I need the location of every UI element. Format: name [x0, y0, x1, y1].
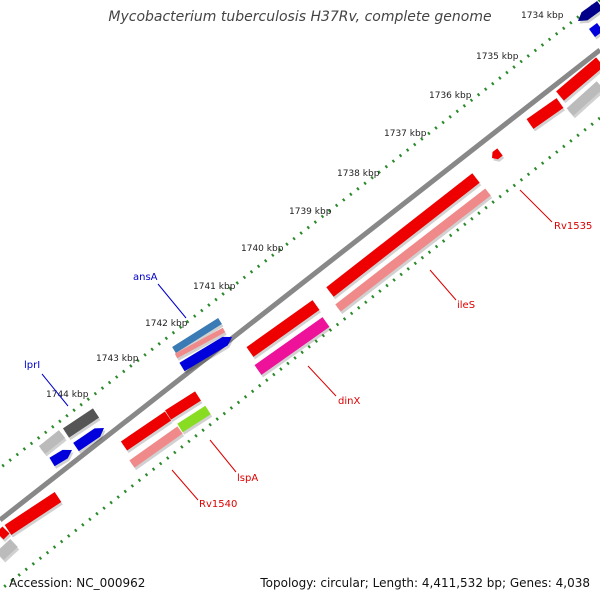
gene-red-bottom [4, 491, 62, 536]
tick-label: 1743 kbp [96, 354, 139, 364]
gene-red-1736 [526, 98, 564, 129]
gene-label-leader [307, 365, 337, 397]
gene-label-lpri: lprI [24, 360, 40, 371]
genome-summary-text: Topology: circular; Length: 4,411,532 bp… [260, 576, 590, 590]
gene-ansa-pink [174, 327, 226, 359]
tick-label: 1742 kbp [145, 319, 188, 329]
gene-label-leader [429, 269, 457, 301]
gene-red-lspa [165, 391, 201, 420]
genome-backbone [0, 48, 600, 522]
accession-text: Accession: NC_000962 [9, 576, 146, 590]
gene-red-1734 [556, 57, 600, 101]
gene-navy-top [578, 0, 600, 21]
gene-label-iles: ileS [457, 300, 475, 311]
gene-iles-pink [335, 188, 491, 312]
gene-red-mid [246, 300, 320, 357]
tick-label: 1740 kbp [241, 244, 284, 254]
tick-label: 1744 kbp [46, 390, 89, 400]
tick-label: 1738 kbp [337, 169, 380, 179]
gene-red-rv1540 [120, 411, 172, 451]
gene-dinx [254, 317, 330, 375]
gene-label-rv1535: Rv1535 [554, 221, 592, 232]
gene-blue-top [589, 23, 600, 37]
gene-gray-1734 [566, 81, 600, 116]
tick-label: 1735 kbp [476, 52, 519, 62]
gene-label-leader [157, 283, 187, 319]
genome-title: Mycobacterium tuberculosis H37Rv, comple… [108, 9, 492, 25]
gene-label-leader [41, 373, 69, 407]
gene-label-ansa: ansA [133, 272, 158, 283]
gene-rv1540-pink [129, 426, 183, 468]
tick-label: 1739 kbp [289, 207, 332, 217]
gene-darkgray-1744 [62, 408, 100, 438]
tick-label: 1737 kbp [384, 129, 427, 139]
gene-red-edge [0, 526, 10, 540]
tick-label: 1734 kbp [521, 11, 564, 21]
tick-label: 1741 kbp [193, 282, 236, 292]
gene-labels: Rv1535 ileS dinX lspA Rv1540 ansA lprI [24, 189, 592, 510]
lower-tick-track [0, 116, 600, 592]
gene-blue-1742 [179, 336, 232, 372]
tick-label: 1736 kbp [429, 91, 472, 101]
gene-blue-lpri [73, 428, 104, 452]
gene-label-lspa: lspA [237, 473, 258, 484]
gene-lspa-green [177, 405, 211, 433]
gene-label-rv1540: Rv1540 [199, 499, 237, 510]
gene-features [0, 0, 600, 563]
gene-label-leader [209, 439, 237, 473]
gene-iles-red [326, 173, 480, 297]
gene-label-leader [171, 469, 199, 501]
gene-label-dinx: dinX [338, 396, 360, 407]
gene-label-leader [519, 189, 553, 223]
gene-rv1535 [492, 148, 503, 160]
upper-tick-track [0, 0, 600, 470]
gene-ansa-steel [172, 318, 222, 353]
gene-blue-low [49, 449, 72, 467]
kbp-tick-labels: 1734 kbp 1735 kbp 1736 kbp 1737 kbp 1738 kbp… [46, 11, 564, 400]
gene-gray-bottom [0, 538, 18, 561]
gene-gray-1744 [38, 430, 66, 454]
